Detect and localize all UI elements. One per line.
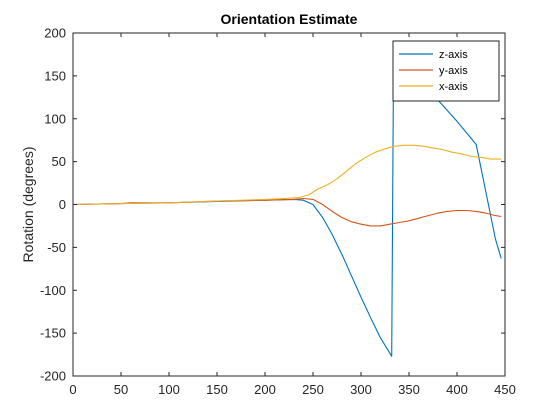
x-tick-label: 350 bbox=[398, 382, 420, 397]
x-tick-label: 400 bbox=[446, 382, 468, 397]
y-axis-label: Rotation (degrees) bbox=[20, 147, 36, 263]
y-tick-label: -150 bbox=[40, 326, 66, 341]
series-layer bbox=[72, 51, 502, 357]
y-tick-label: 150 bbox=[44, 68, 66, 83]
tick-layer: 0 50 100 150 200 250 300 350 400 450 -200 -150 -100 -… bbox=[40, 26, 516, 398]
y-tick-label: 0 bbox=[59, 197, 66, 212]
x-tick-label: 250 bbox=[302, 382, 324, 397]
x-tick-label: 0 bbox=[69, 382, 76, 397]
y-tick-label: -50 bbox=[47, 240, 66, 255]
y-tick-label: -200 bbox=[40, 369, 66, 384]
y-tick-label: 200 bbox=[44, 26, 66, 41]
legend-label: z-axis bbox=[439, 49, 468, 61]
series-line-x-axis bbox=[72, 144, 502, 206]
x-tick-label: 50 bbox=[114, 382, 128, 397]
legend-box bbox=[392, 40, 500, 102]
x-tick-label: 150 bbox=[206, 382, 228, 397]
y-tick-label: 100 bbox=[44, 111, 66, 126]
y-tick-label: 50 bbox=[52, 154, 66, 169]
chart-title: Orientation Estimate bbox=[221, 11, 358, 27]
legend: z-axis y-axis x-axis bbox=[392, 40, 500, 102]
x-tick-label: 200 bbox=[254, 382, 276, 397]
y-tick-label: -100 bbox=[40, 283, 66, 298]
legend-label: x-axis bbox=[439, 81, 468, 93]
x-tick-label: 100 bbox=[158, 382, 180, 397]
x-tick-label: 300 bbox=[350, 382, 372, 397]
legend-label: y-axis bbox=[439, 65, 468, 77]
x-tick-label: 450 bbox=[494, 382, 516, 397]
